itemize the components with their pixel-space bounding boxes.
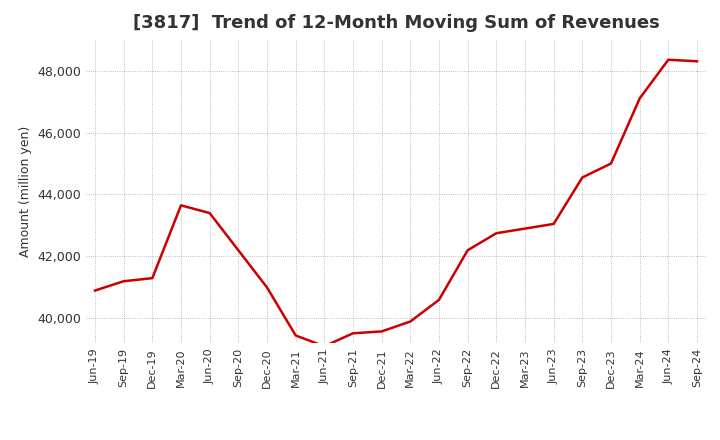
Title: [3817]  Trend of 12-Month Moving Sum of Revenues: [3817] Trend of 12-Month Moving Sum of R… — [132, 15, 660, 33]
Y-axis label: Amount (million yen): Amount (million yen) — [19, 126, 32, 257]
